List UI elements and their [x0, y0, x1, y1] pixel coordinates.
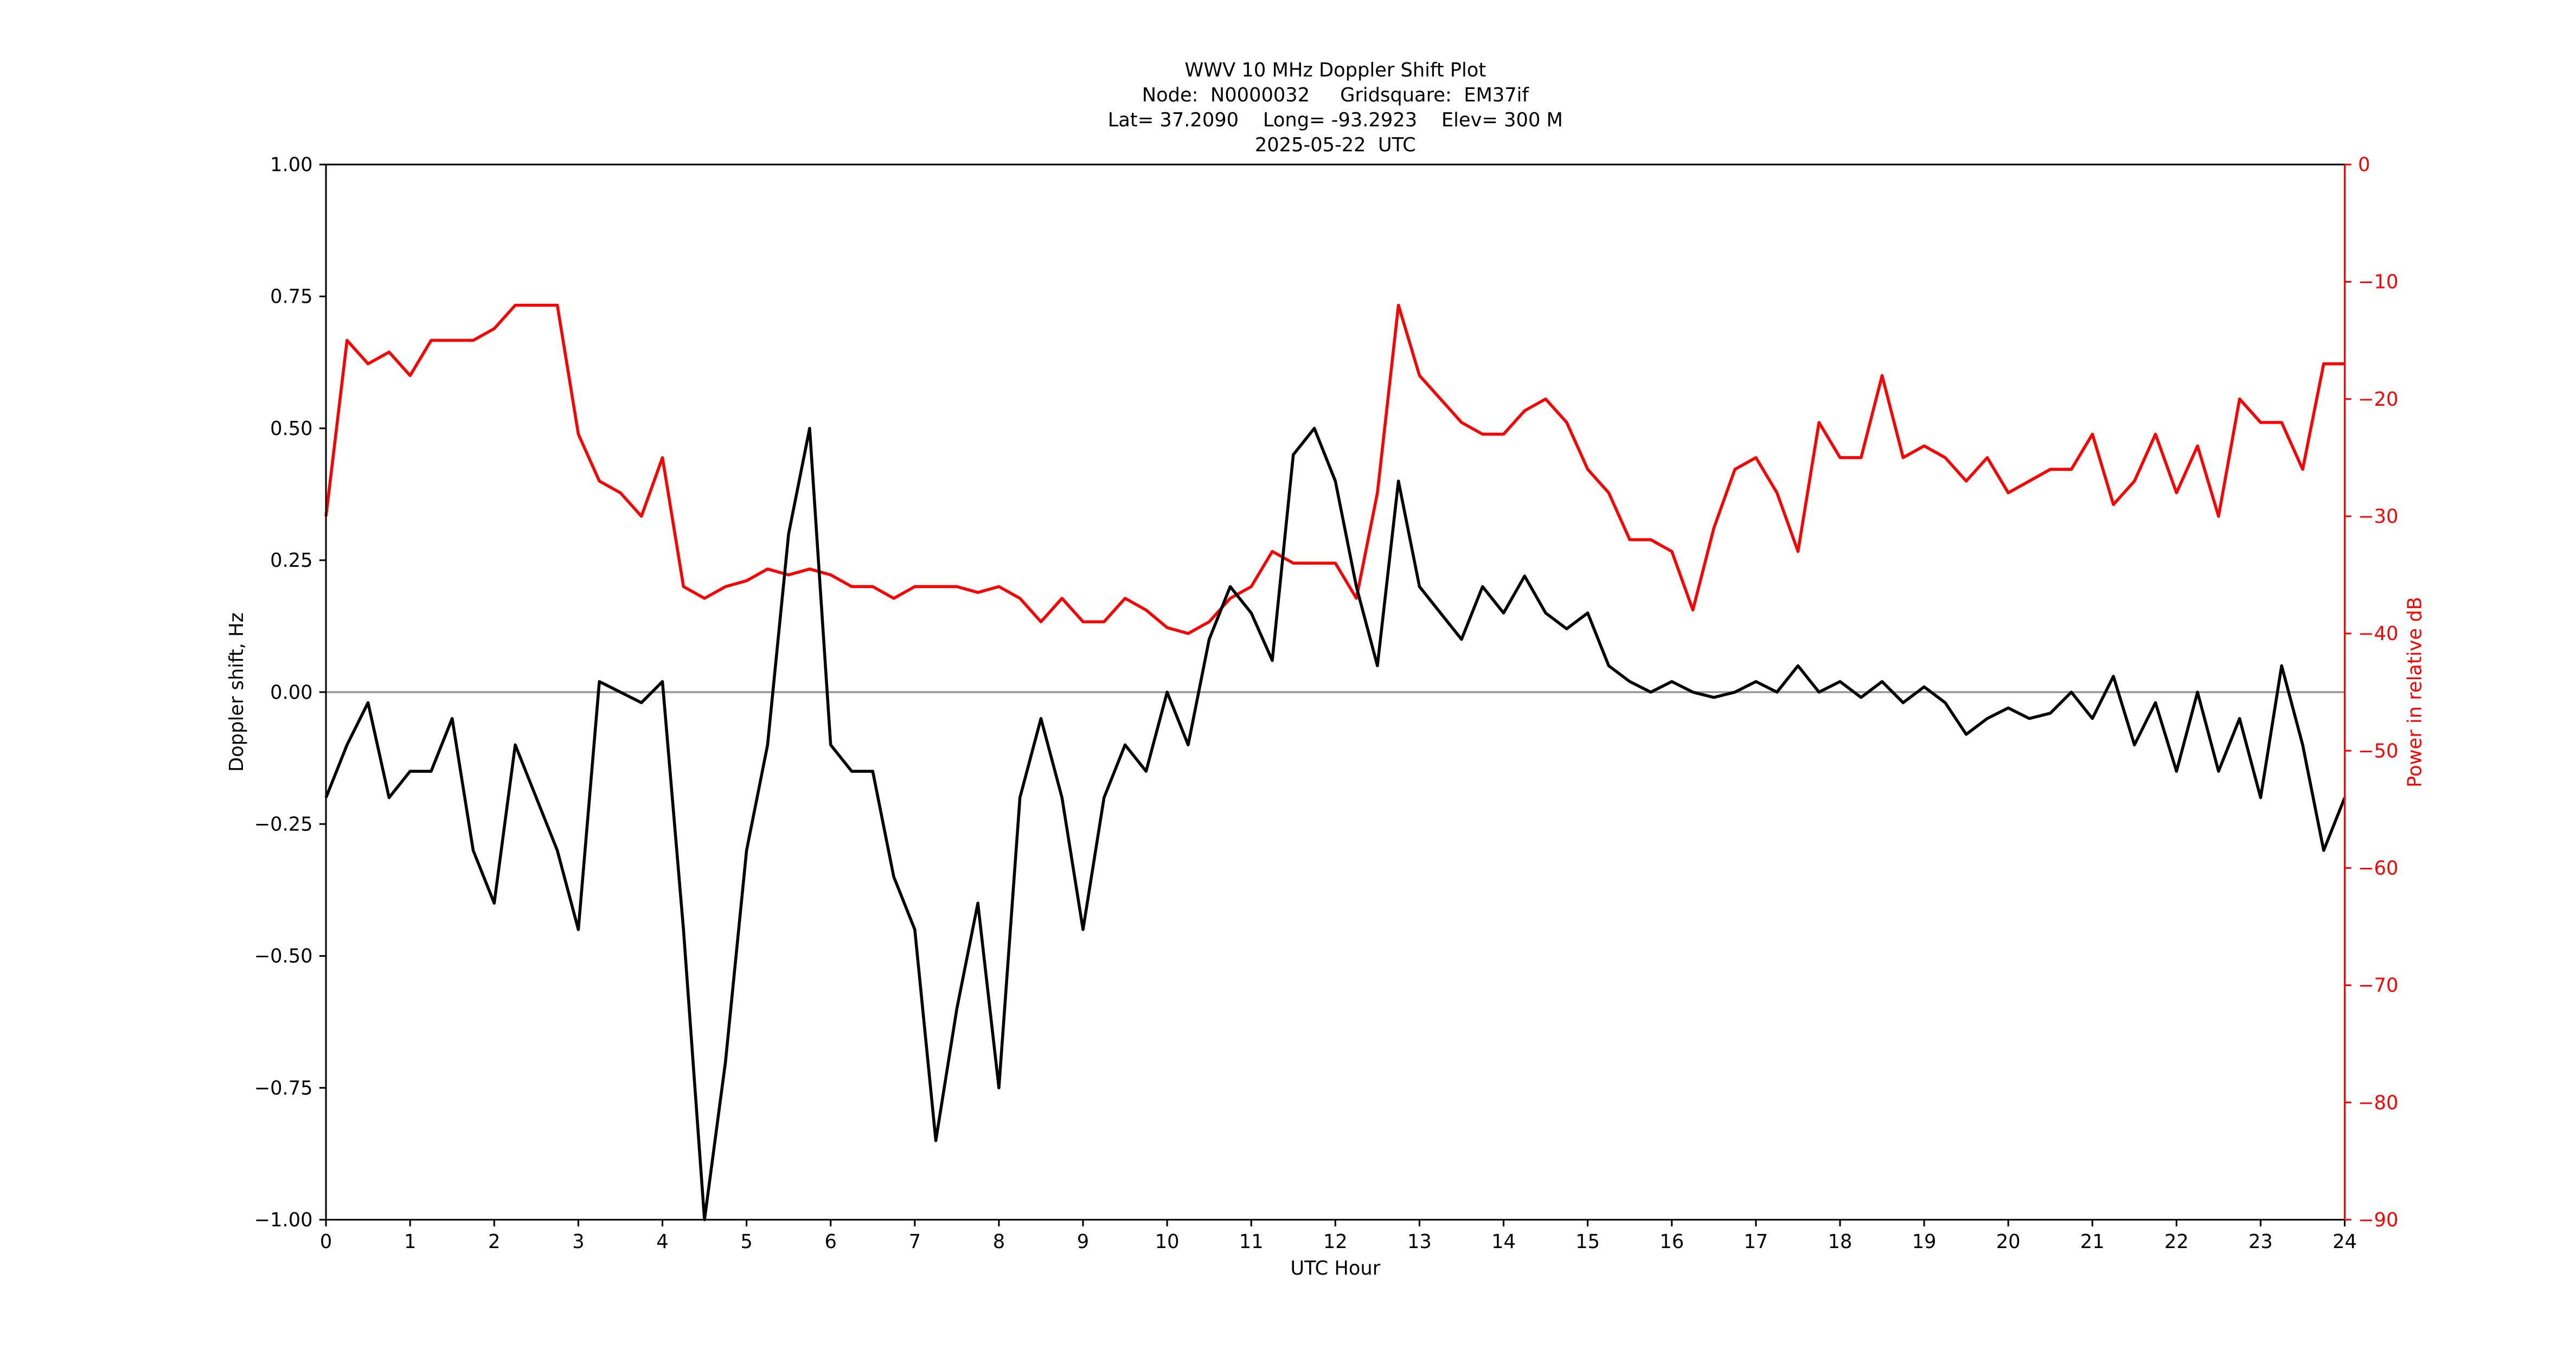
x-tick-label: 11: [1239, 1231, 1264, 1253]
x-tick-label: 16: [1659, 1231, 1684, 1253]
x-tick-label: 3: [572, 1231, 584, 1253]
x-tick-label: 13: [1407, 1231, 1432, 1253]
x-tick-label: 2: [488, 1231, 500, 1253]
chart-title: WWV 10 MHz Doppler Shift Plot: [1185, 59, 1486, 81]
y-tick-label: 0.50: [270, 418, 312, 440]
x-tick-label: 20: [1996, 1231, 2021, 1253]
x-tick-label: 18: [1828, 1231, 1853, 1253]
y2-tick-label: 0: [2358, 154, 2370, 176]
x-axis-label: UTC Hour: [1290, 1257, 1380, 1280]
chart-title: 2025-05-22 UTC: [1255, 134, 1416, 156]
x-tick-label: 23: [2248, 1231, 2273, 1253]
x-tick-label: 19: [1912, 1231, 1937, 1253]
y2-tick-label: −70: [2358, 975, 2398, 997]
x-tick-label: 17: [1744, 1231, 1768, 1253]
y-axis-label: Doppler shift, Hz: [226, 612, 248, 772]
x-tick-label: 4: [656, 1231, 668, 1253]
y-tick-label: 0.75: [270, 286, 312, 308]
y2-tick-label: −20: [2358, 388, 2398, 411]
x-tick-label: 1: [404, 1231, 416, 1253]
series-line: [324, 303, 2345, 635]
y-tick-label: 0.00: [270, 681, 312, 703]
y2-tick-label: −50: [2358, 740, 2398, 762]
y2-axis-label: Power in relative dB: [2404, 597, 2426, 788]
x-tick-label: 22: [2164, 1231, 2189, 1253]
x-tick-label: 15: [1575, 1231, 1600, 1253]
y2-tick-label: −60: [2358, 858, 2398, 880]
y-tick-label: −1.00: [254, 1209, 313, 1231]
x-tick-label: 21: [2080, 1231, 2105, 1253]
x-tick-label: 5: [740, 1231, 752, 1253]
x-tick-label: 24: [2333, 1231, 2357, 1253]
y2-tick-label: −30: [2358, 506, 2398, 528]
y-tick-label: −0.25: [254, 813, 313, 835]
y2-tick-label: −80: [2358, 1092, 2398, 1114]
x-tick-label: 8: [993, 1231, 1005, 1253]
y2-tick-label: −10: [2358, 271, 2398, 293]
x-tick-label: 7: [909, 1231, 921, 1253]
chart-title: Lat= 37.2090 Long= -93.2923 Elev= 300 M: [1108, 109, 1563, 131]
y-tick-label: 0.25: [270, 549, 312, 572]
series-line: [324, 426, 2347, 1221]
x-tick-label: 14: [1491, 1231, 1516, 1253]
chart-title: Node: N0000032 Gridsquare: EM37if: [1142, 84, 1530, 106]
y-tick-label: 1.00: [270, 154, 312, 176]
y-tick-label: −0.75: [254, 1077, 313, 1099]
y-tick-label: −0.50: [254, 945, 313, 968]
y2-tick-label: −90: [2358, 1209, 2398, 1231]
x-tick-label: 0: [320, 1231, 332, 1253]
x-tick-label: 6: [824, 1231, 836, 1253]
x-tick-label: 12: [1323, 1231, 1348, 1253]
x-tick-label: 9: [1077, 1231, 1089, 1253]
y2-tick-label: −40: [2358, 623, 2398, 645]
x-tick-label: 10: [1155, 1231, 1180, 1253]
